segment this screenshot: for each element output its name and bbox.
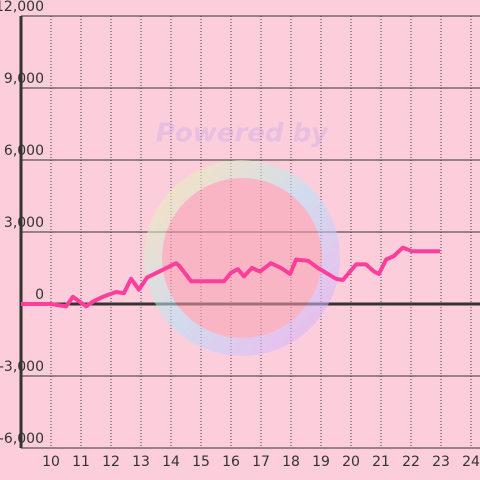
x-tick-label: 20 [342, 454, 360, 470]
x-tick-label: 16 [222, 454, 240, 470]
y-tick-label: 3,000 [4, 215, 44, 231]
x-tick-label: 10 [42, 454, 60, 470]
y-tick-label: 0 [35, 287, 44, 303]
x-tick-label: 15 [192, 454, 210, 470]
y-tick-label: 12,000 [0, 0, 44, 15]
y-tick-label: 9,000 [4, 71, 44, 87]
x-tick-label: 12 [102, 454, 120, 470]
line [21, 245, 441, 309]
x-tick-label: 21 [372, 454, 390, 470]
watermark: Powered by [144, 119, 340, 356]
x-tick-label: 23 [432, 454, 450, 470]
x-tick-label: 19 [312, 454, 330, 470]
x-tick-label: 17 [252, 454, 270, 470]
x-tick-label: 13 [132, 454, 150, 470]
x-tick-label: 14 [162, 454, 180, 470]
x-tick-label: 11 [72, 454, 90, 470]
y-tick-label: 6,000 [4, 143, 44, 159]
watermark-text: Powered by [156, 119, 329, 149]
x-tick-label: 22 [402, 454, 420, 470]
watermark-figure [162, 178, 322, 338]
x-tick-label: 18 [282, 454, 300, 470]
x-tick-label: 24 [462, 454, 480, 470]
